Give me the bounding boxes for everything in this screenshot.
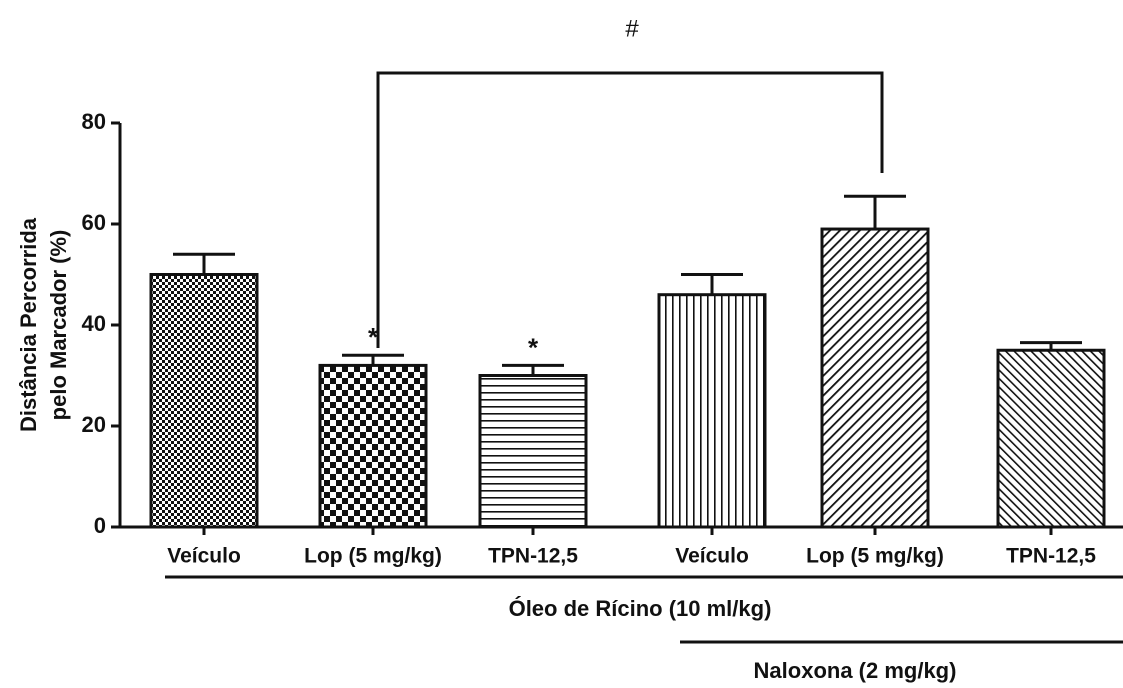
bar xyxy=(478,374,588,529)
y-tick-label: 40 xyxy=(82,311,106,336)
bar xyxy=(318,363,428,529)
y-axis-label: pelo Marcador (%) xyxy=(46,230,71,421)
y-axis-label: Distância Percorrida xyxy=(16,217,41,432)
y-tick-label: 80 xyxy=(82,109,106,134)
x-tick-label: Veículo xyxy=(675,545,749,568)
group-label: Óleo de Rícino (10 ml/kg) xyxy=(509,596,772,621)
bar xyxy=(996,348,1106,529)
bar xyxy=(820,227,930,529)
annotation: * xyxy=(368,322,379,352)
x-tick-label: TPN-12,5 xyxy=(1006,545,1096,568)
x-tick-label: Lop (5 mg/kg) xyxy=(304,545,442,568)
y-tick-label: 0 xyxy=(94,513,106,538)
y-tick-label: 20 xyxy=(82,412,106,437)
group-label: Naloxona (2 mg/kg) xyxy=(754,658,957,683)
x-tick-label: Lop (5 mg/kg) xyxy=(806,545,944,568)
bar xyxy=(657,293,767,529)
y-tick-label: 60 xyxy=(82,210,106,235)
annotation: * xyxy=(528,332,539,362)
x-tick-label: TPN-12,5 xyxy=(488,545,578,568)
bar xyxy=(149,273,259,529)
x-tick-label: Veículo xyxy=(167,545,241,568)
significance-bracket xyxy=(376,71,884,348)
annotation: # xyxy=(625,15,639,42)
